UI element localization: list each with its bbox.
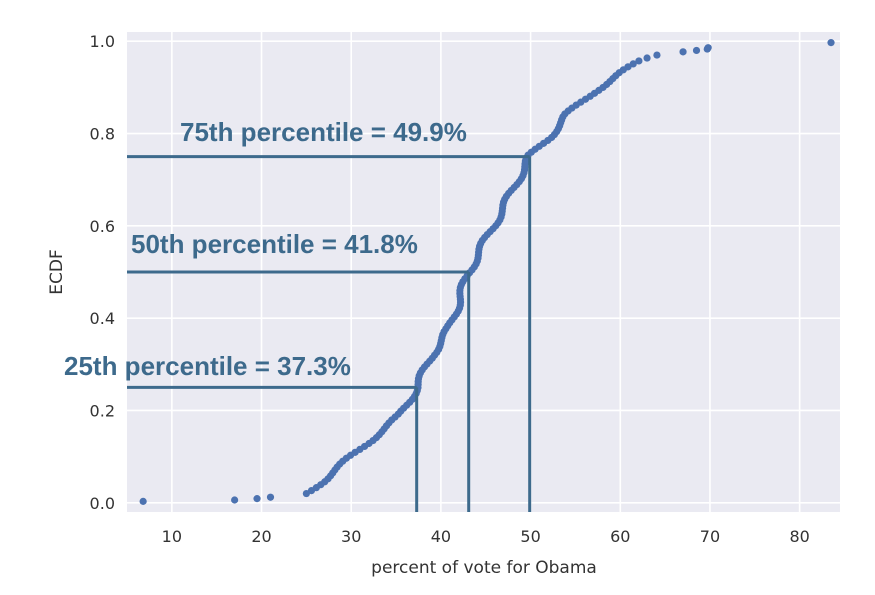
percentile-label: 25th percentile = 37.3% bbox=[64, 351, 351, 381]
percentile-label: 50th percentile = 41.8% bbox=[131, 229, 418, 259]
data-point bbox=[266, 493, 275, 501]
data-points bbox=[139, 39, 835, 505]
x-tick-label: 80 bbox=[789, 527, 809, 546]
x-tick-label: 60 bbox=[610, 527, 630, 546]
x-tick-label: 70 bbox=[700, 527, 720, 546]
y-tick-label: 0.4 bbox=[90, 309, 115, 328]
percentile-annotations: 25th percentile = 37.3% 50th percentile =… bbox=[64, 117, 467, 381]
y-tick-label: 0.0 bbox=[90, 494, 115, 513]
data-point bbox=[653, 51, 661, 59]
data-point bbox=[139, 497, 147, 505]
y-tick-label: 0.2 bbox=[90, 401, 115, 420]
x-tick-label: 10 bbox=[162, 527, 182, 546]
data-point bbox=[827, 39, 835, 47]
x-axis-label: percent of vote for Obama bbox=[371, 558, 597, 578]
data-point bbox=[643, 54, 651, 62]
data-point bbox=[253, 495, 261, 503]
y-tick-label: 1.0 bbox=[90, 32, 115, 51]
y-tick-label: 0.8 bbox=[90, 125, 115, 144]
data-point bbox=[692, 46, 701, 55]
x-tick-label: 20 bbox=[251, 527, 271, 546]
data-point bbox=[231, 496, 239, 504]
y-tick-label: 0.6 bbox=[90, 217, 115, 236]
percentile-lines bbox=[127, 155, 532, 512]
y-axis-label: ECDF bbox=[47, 249, 67, 294]
x-tick-labels: 10 20 30 40 50 60 70 80 bbox=[162, 527, 810, 546]
y-tick-labels: 0.0 0.2 0.4 0.6 0.8 1.0 bbox=[90, 32, 115, 513]
data-point bbox=[635, 57, 643, 65]
percentile-label: 75th percentile = 49.9% bbox=[180, 117, 467, 147]
data-point bbox=[629, 60, 637, 68]
data-point bbox=[679, 48, 687, 56]
data-point bbox=[624, 63, 632, 71]
x-tick-label: 40 bbox=[431, 527, 451, 546]
data-point bbox=[704, 44, 712, 52]
x-tick-label: 30 bbox=[341, 527, 361, 546]
x-tick-label: 50 bbox=[520, 527, 540, 546]
